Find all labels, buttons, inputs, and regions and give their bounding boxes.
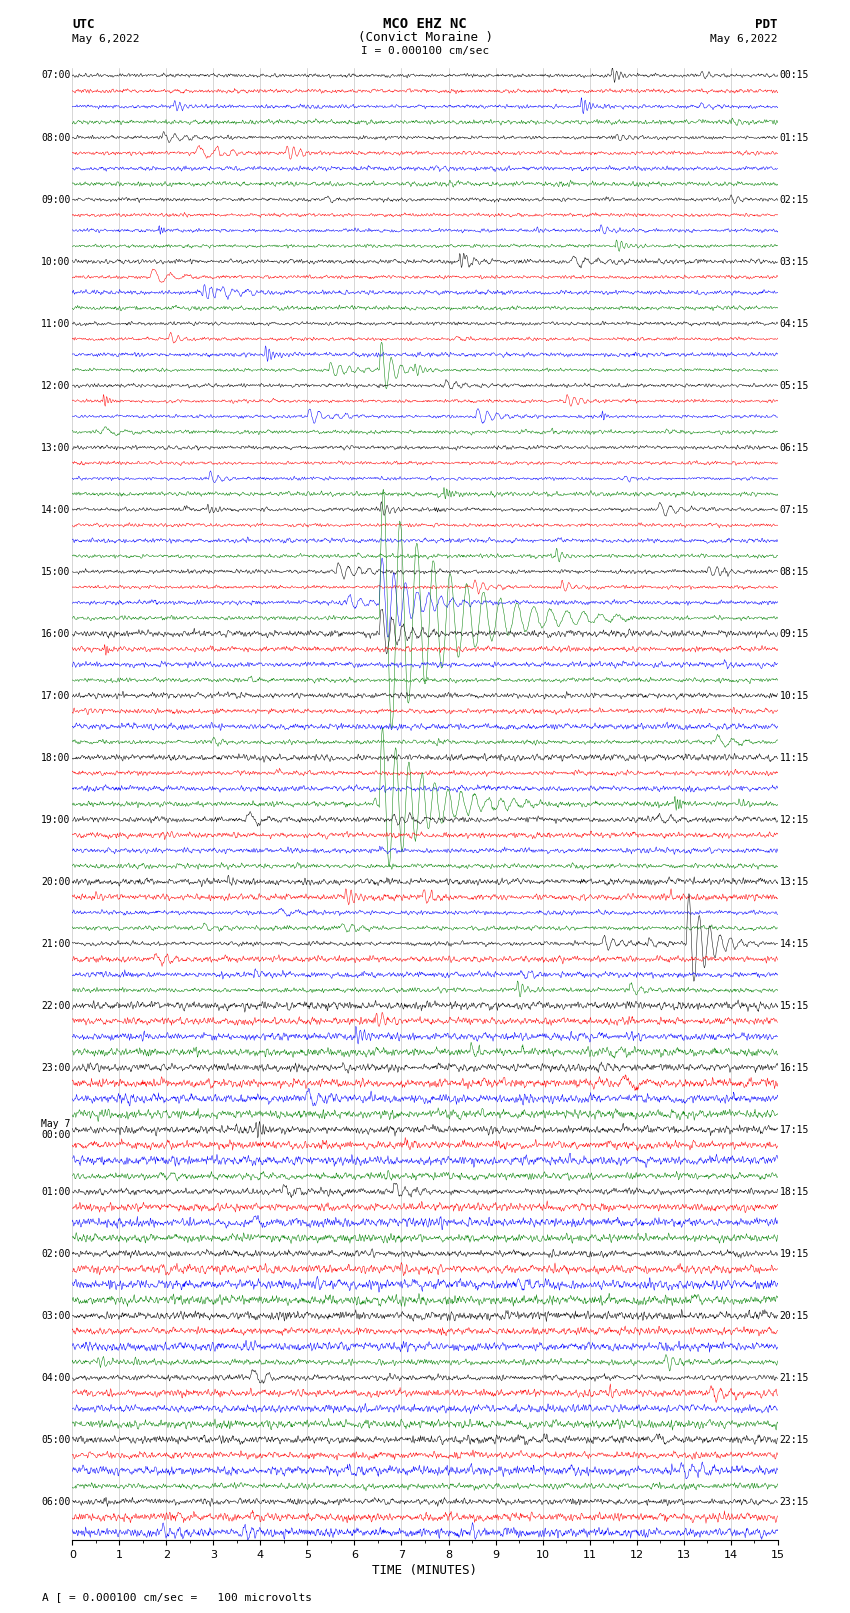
Text: 06:00: 06:00	[41, 1497, 71, 1507]
Text: 07:00: 07:00	[41, 71, 71, 81]
Text: 10:15: 10:15	[779, 690, 809, 700]
Text: 15:15: 15:15	[779, 1000, 809, 1011]
Text: 02:15: 02:15	[779, 195, 809, 205]
Text: (Convict Moraine ): (Convict Moraine )	[358, 31, 492, 44]
Text: 14:15: 14:15	[779, 939, 809, 948]
Text: 20:15: 20:15	[779, 1311, 809, 1321]
Text: 13:00: 13:00	[41, 442, 71, 453]
Text: 23:00: 23:00	[41, 1063, 71, 1073]
Text: 00:15: 00:15	[779, 71, 809, 81]
Text: A [ = 0.000100 cm/sec =   100 microvolts: A [ = 0.000100 cm/sec = 100 microvolts	[42, 1592, 313, 1602]
Text: 05:00: 05:00	[41, 1434, 71, 1445]
Text: 23:15: 23:15	[779, 1497, 809, 1507]
Text: 17:15: 17:15	[779, 1124, 809, 1134]
Text: I = 0.000100 cm/sec: I = 0.000100 cm/sec	[361, 47, 489, 56]
Text: 12:15: 12:15	[779, 815, 809, 824]
Text: 14:00: 14:00	[41, 505, 71, 515]
Text: 04:15: 04:15	[779, 318, 809, 329]
Text: May 7
00:00: May 7 00:00	[41, 1119, 71, 1140]
Text: 01:00: 01:00	[41, 1187, 71, 1197]
Text: 19:15: 19:15	[779, 1248, 809, 1258]
Text: 05:15: 05:15	[779, 381, 809, 390]
Text: 07:15: 07:15	[779, 505, 809, 515]
Text: PDT: PDT	[756, 18, 778, 31]
Text: 21:00: 21:00	[41, 939, 71, 948]
Text: 09:15: 09:15	[779, 629, 809, 639]
Text: 10:00: 10:00	[41, 256, 71, 266]
Text: UTC: UTC	[72, 18, 94, 31]
Text: 22:15: 22:15	[779, 1434, 809, 1445]
Text: 19:00: 19:00	[41, 815, 71, 824]
Text: 18:00: 18:00	[41, 753, 71, 763]
Text: May 6,2022: May 6,2022	[72, 34, 139, 44]
Text: 16:00: 16:00	[41, 629, 71, 639]
Text: 20:00: 20:00	[41, 876, 71, 887]
Text: 17:00: 17:00	[41, 690, 71, 700]
X-axis label: TIME (MINUTES): TIME (MINUTES)	[372, 1565, 478, 1578]
Text: 08:00: 08:00	[41, 132, 71, 142]
Text: 11:15: 11:15	[779, 753, 809, 763]
Text: 08:15: 08:15	[779, 566, 809, 576]
Text: 04:00: 04:00	[41, 1373, 71, 1382]
Text: 06:15: 06:15	[779, 442, 809, 453]
Text: 09:00: 09:00	[41, 195, 71, 205]
Text: 12:00: 12:00	[41, 381, 71, 390]
Text: May 6,2022: May 6,2022	[711, 34, 778, 44]
Text: 02:00: 02:00	[41, 1248, 71, 1258]
Text: 03:15: 03:15	[779, 256, 809, 266]
Text: 18:15: 18:15	[779, 1187, 809, 1197]
Text: 16:15: 16:15	[779, 1063, 809, 1073]
Text: 01:15: 01:15	[779, 132, 809, 142]
Text: 15:00: 15:00	[41, 566, 71, 576]
Text: 03:00: 03:00	[41, 1311, 71, 1321]
Text: 11:00: 11:00	[41, 318, 71, 329]
Text: 13:15: 13:15	[779, 876, 809, 887]
Text: 22:00: 22:00	[41, 1000, 71, 1011]
Text: 21:15: 21:15	[779, 1373, 809, 1382]
Text: MCO EHZ NC: MCO EHZ NC	[383, 16, 467, 31]
